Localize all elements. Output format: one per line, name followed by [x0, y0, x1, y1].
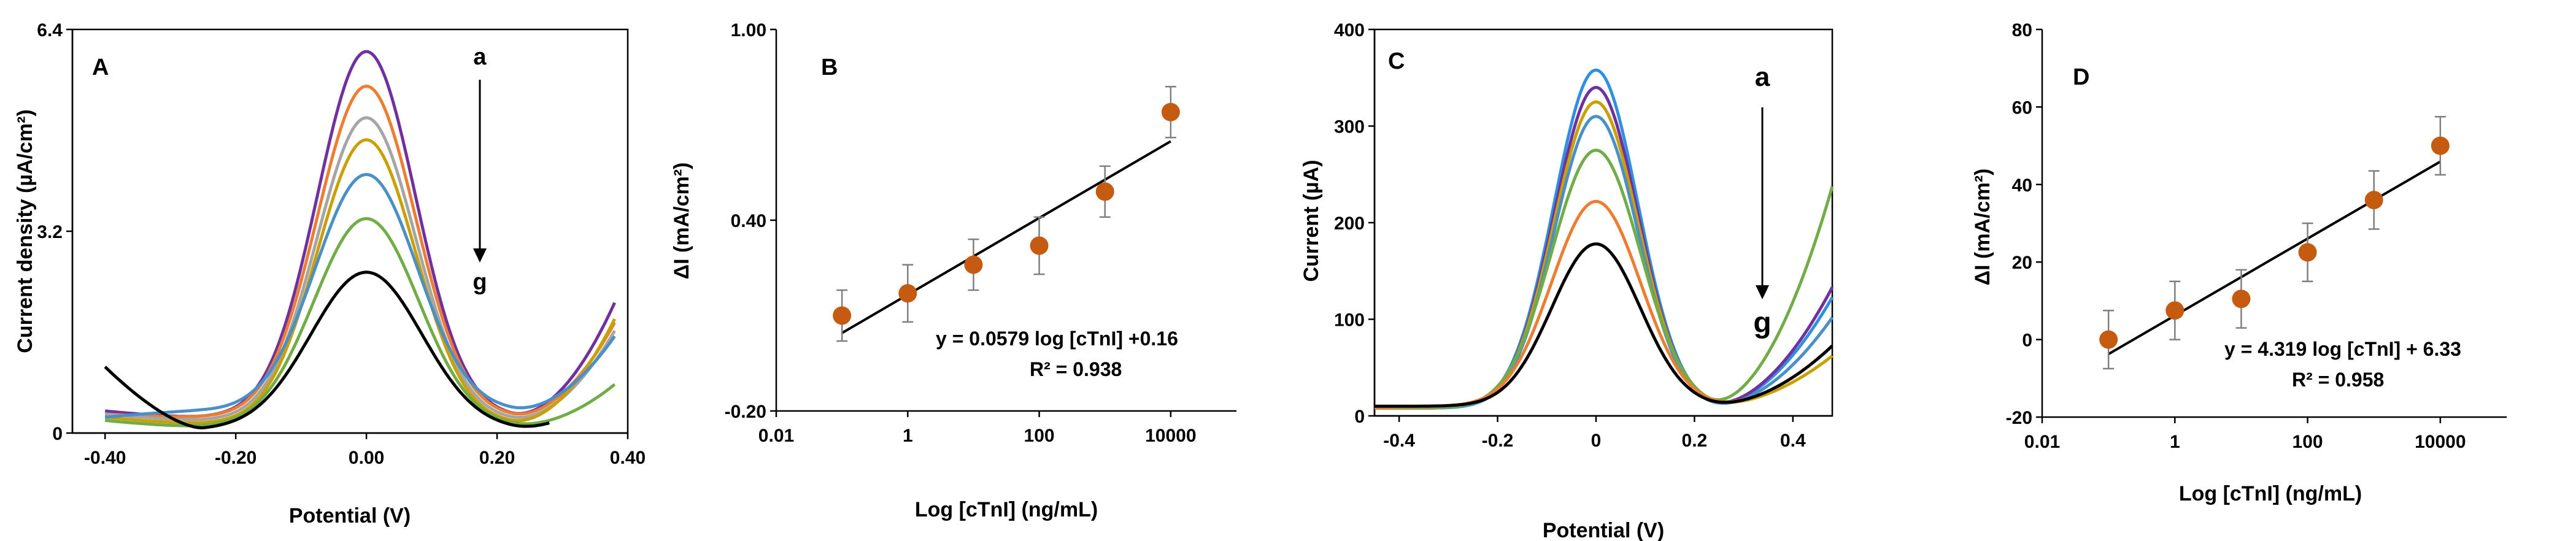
data-point [2232, 290, 2251, 309]
x-tick-label: 100 [2293, 432, 2323, 452]
data-point [898, 284, 917, 303]
y-tick-label: 0 [2022, 331, 2032, 351]
voltammogram-curve-e [104, 173, 616, 419]
y-tick-label: 0 [1354, 407, 1365, 427]
panel-a-ylabel: Current density (µA/cm²) [13, 109, 37, 353]
voltammogram-curve-c [104, 116, 616, 421]
panel-a-arrow-top-label: a [473, 44, 487, 70]
panel-c-ylabel: Current (µA) [1300, 159, 1323, 282]
panel-c-ticks: -0.4 -0.2 0 0.2 0.4 400 300 200 100 0 [1334, 20, 1806, 451]
panel-d-calibration-chart: 0.01 1 100 10000 80 60 40 20 0 -20 D y = 4.319 lo… [1971, 20, 2507, 505]
x-tick-label: 0 [1591, 431, 1602, 451]
data-point [2099, 330, 2118, 349]
x-tick-label: 100 [1024, 426, 1055, 446]
panel-a-arrowhead-icon [473, 248, 487, 263]
panel-c-curves [1374, 68, 1834, 410]
panel-c-arrow-bottom-label: g [1753, 307, 1771, 339]
x-tick-label: 0.01 [2024, 432, 2060, 452]
voltammogram-curve-g [104, 270, 550, 429]
voltammogram-curve-d [104, 138, 616, 424]
x-tick-label: 0.40 [610, 448, 646, 468]
y-tick-label: 40 [2012, 175, 2032, 196]
panel-d-equation: y = 4.319 log [cTnI] + 6.33 [2224, 338, 2461, 360]
data-point [1095, 182, 1114, 201]
panel-d-ylabel: ΔI (mA/cm²) [1971, 169, 1994, 286]
y-tick-label: 3.2 [37, 222, 63, 242]
panel-b-calibration-chart: 0.01 1 100 10000 1.00 0.40 -0.20 B y = 0.0579 … [670, 20, 1236, 521]
voltammogram-curve-f [104, 217, 616, 428]
panel-b-ticks: 0.01 1 100 10000 1.00 0.40 -0.20 [725, 20, 1197, 446]
data-point [833, 306, 852, 325]
x-tick-label: 1 [903, 426, 913, 446]
panel-b-letter: B [821, 55, 838, 80]
y-tick-label: 20 [2012, 253, 2032, 273]
panel-d-ticks: 0.01 1 100 10000 80 60 40 20 0 -20 [2006, 20, 2466, 452]
panel-d-xlabel: Log [cTnI] (ng/mL) [2179, 482, 2362, 505]
x-tick-label: 0.2 [1682, 431, 1708, 451]
panel-a-frame [71, 28, 629, 434]
y-tick-label: 0.40 [731, 211, 766, 231]
y-tick-label: -0.20 [725, 402, 766, 422]
data-point [2298, 243, 2317, 262]
data-point [964, 255, 983, 274]
voltammogram-curve-g [1375, 242, 1834, 408]
data-point [2165, 301, 2185, 320]
voltammogram-curve-a [104, 50, 616, 418]
panel-c-arrowhead-icon [1756, 285, 1769, 299]
panel-c-xlabel: Potential (V) [1543, 519, 1664, 541]
x-tick-label: 0.4 [1780, 431, 1806, 451]
fit-line [841, 140, 1171, 334]
x-tick-label: 0.01 [758, 426, 794, 446]
panel-a-letter: A [92, 55, 109, 80]
panel-b-plot [833, 86, 1180, 342]
y-tick-label: 1.00 [731, 20, 766, 40]
y-tick-label: 80 [2012, 20, 2032, 40]
panel-d-letter: D [2073, 64, 2089, 90]
voltammogram-curve-e [1375, 148, 1834, 410]
y-tick-label: -20 [2006, 408, 2032, 428]
data-point [1030, 236, 1049, 255]
x-tick-label: 10000 [1145, 426, 1196, 446]
panel-a-xlabel: Potential (V) [289, 504, 411, 528]
x-tick-label: -0.40 [84, 448, 126, 468]
panel-c-arrow-top-label: a [1755, 62, 1770, 92]
panel-a-cv-chart: -0.40 -0.20 0.00 0.20 0.40 6.4 3.2 0 A Potentia… [13, 20, 646, 528]
x-tick-label: -0.20 [215, 448, 256, 468]
x-tick-label: -0.2 [1482, 431, 1514, 451]
x-tick-label: 0.00 [349, 448, 384, 468]
data-point [2364, 191, 2383, 210]
panel-b-equation: y = 0.0579 log [cTnI] +0.16 [936, 328, 1178, 350]
panel-a-arrow-bottom-label: g [472, 269, 487, 295]
x-tick-label: -0.4 [1383, 431, 1415, 451]
voltammogram-curve-d [1375, 115, 1834, 410]
x-tick-label: 1 [2170, 432, 2180, 452]
data-point [1161, 102, 1180, 121]
panel-b-ylabel: ΔI (mA/cm²) [670, 163, 693, 280]
y-tick-label: 100 [1334, 310, 1365, 331]
panel-b-r2: R² = 0.938 [1030, 358, 1122, 380]
panel-c-dpv-chart: -0.4 -0.2 0 0.2 0.4 400 300 200 100 0 C Potential… [1300, 20, 1834, 541]
x-tick-label: 0.20 [479, 448, 515, 468]
y-tick-label: 0 [52, 424, 63, 444]
x-tick-label: 10000 [2415, 432, 2466, 452]
data-point [2431, 136, 2450, 155]
voltammogram-curve-b [105, 85, 616, 418]
panel-a-curves [104, 50, 616, 429]
y-tick-label: 200 [1334, 213, 1365, 234]
panel-a-ticks: -0.40 -0.20 0.00 0.20 0.40 6.4 3.2 0 [37, 20, 646, 468]
y-tick-label: 6.4 [37, 20, 63, 40]
voltammogram-curve-f [1374, 199, 1834, 410]
fit-line [2108, 160, 2441, 355]
y-tick-label: 60 [2012, 98, 2032, 118]
panel-b-xlabel: Log [cTnI] (ng/mL) [915, 498, 1098, 521]
panel-d-r2: R² = 0.958 [2292, 369, 2384, 391]
y-tick-label: 300 [1334, 117, 1365, 137]
panel-d-plot [2099, 115, 2450, 370]
y-tick-label: 400 [1334, 20, 1365, 40]
panel-c-letter: C [1388, 48, 1405, 74]
